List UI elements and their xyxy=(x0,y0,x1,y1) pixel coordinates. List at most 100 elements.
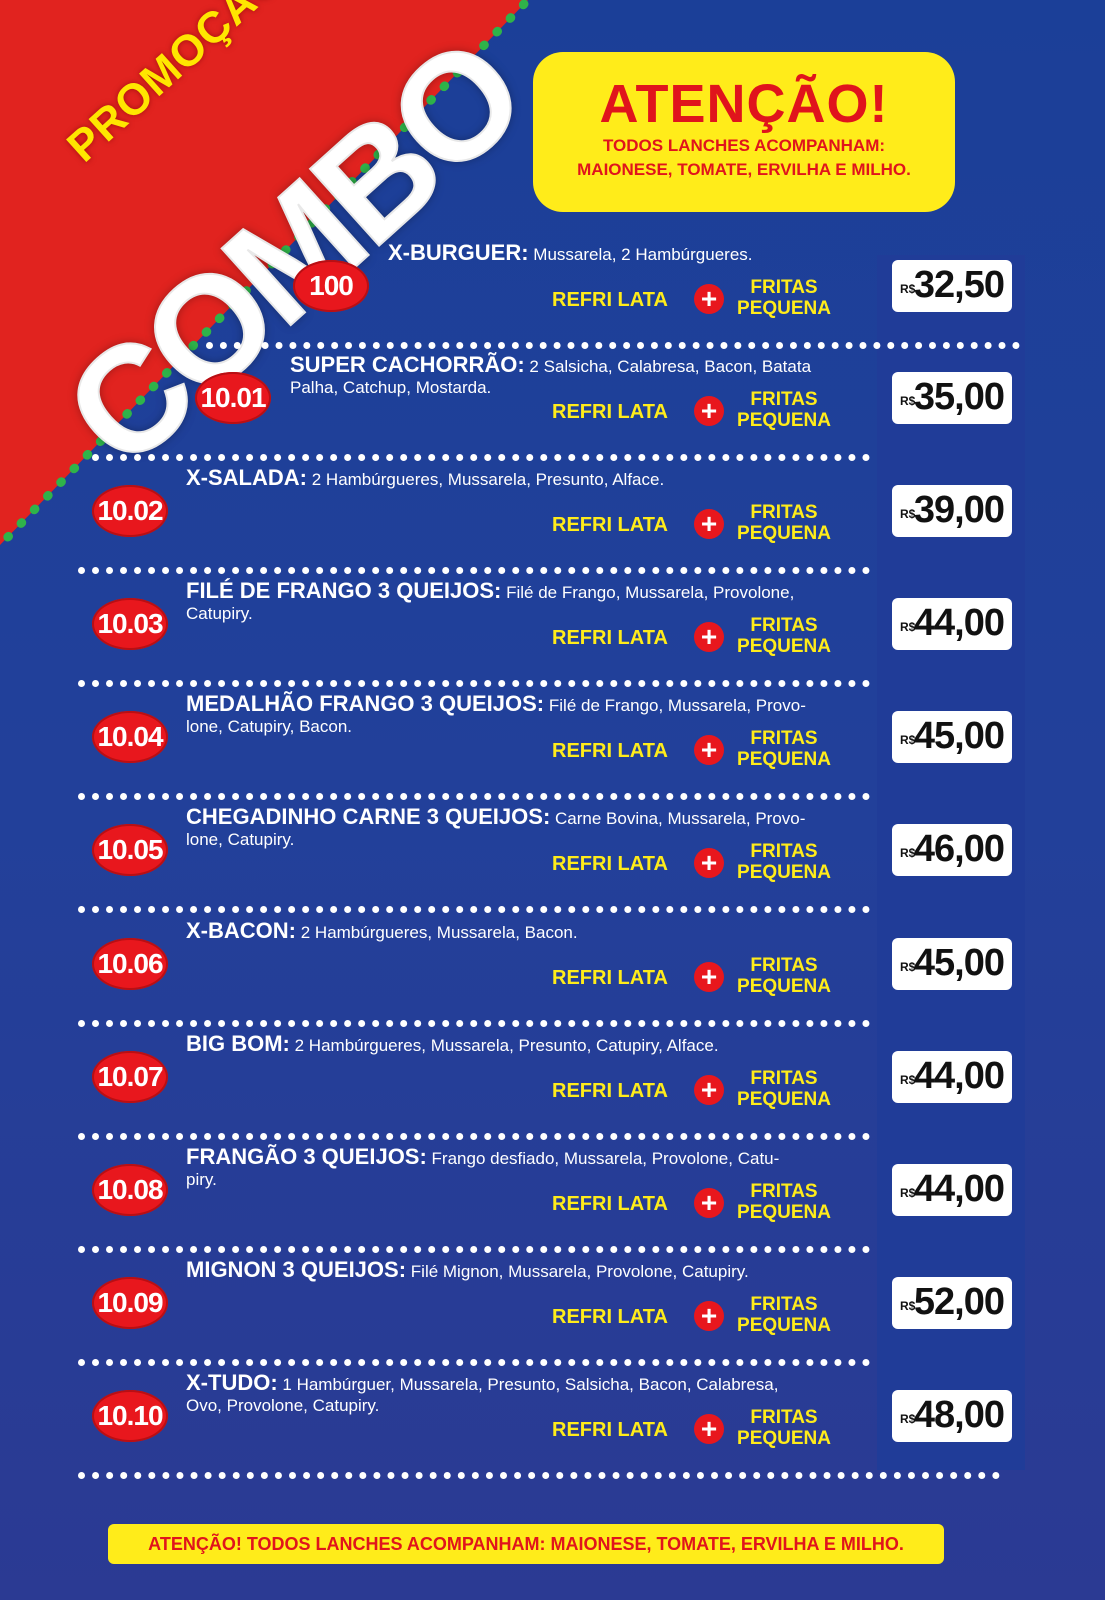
price-tag: R$ 32,50 xyxy=(892,260,1012,312)
item-description: FILÉ DE FRANGO 3 QUEIJOS: Filé de Frango… xyxy=(186,580,870,624)
item-code-badge: 10.05 xyxy=(92,824,168,876)
plus-icon: + xyxy=(694,396,724,426)
refri-lata-label: REFRI LATA xyxy=(552,740,668,762)
plus-icon: + xyxy=(694,735,724,765)
fritas-label: FRITAS xyxy=(750,502,818,523)
pequena-label: PEQUENA xyxy=(737,636,831,657)
price-value: 52,00 xyxy=(913,1281,1005,1323)
pequena-label: PEQUENA xyxy=(737,523,831,544)
refri-lata-label: REFRI LATA xyxy=(552,1193,668,1215)
fritas-label: FRITAS xyxy=(750,615,818,636)
pequena-label: PEQUENA xyxy=(737,1315,831,1336)
item-ingredients-line-1: 2 Hambúrgueres, Mussarela, Presunto, Cat… xyxy=(294,1036,719,1055)
item-description: X-BURGUER: Mussarela, 2 Hambúrgueres. xyxy=(388,242,870,265)
price-value: 44,00 xyxy=(913,1168,1005,1210)
dotted-separator xyxy=(92,454,870,461)
plus-icon: + xyxy=(694,962,724,992)
item-ingredients-line-1: 2 Hambúrgueres, Mussarela, Presunto, Alf… xyxy=(311,470,665,489)
attention-line-1: TODOS LANCHES ACOMPANHAM: xyxy=(602,136,886,155)
item-name: CHEGADINHO CARNE 3 QUEIJOS: xyxy=(186,804,551,829)
item-code-badge: 10.09 xyxy=(92,1277,168,1329)
attention-box: ATENÇÃO! TODOS LANCHES ACOMPANHAM: MAION… xyxy=(533,52,955,212)
currency-symbol: R$ xyxy=(900,1073,916,1087)
dotted-separator xyxy=(78,1472,1000,1479)
footer-notice: ATENÇÃO! TODOS LANCHES ACOMPANHAM: MAION… xyxy=(108,1524,944,1564)
price-tag: R$ 44,00 xyxy=(892,598,1012,650)
item-code-badge: 10.10 xyxy=(92,1390,168,1442)
plus-icon: + xyxy=(694,848,724,878)
dotted-separator xyxy=(78,793,870,800)
attention-line-2: MAIONESE, TOMATE, ERVILHA E MILHO. xyxy=(577,160,911,179)
refri-lata-label: REFRI LATA xyxy=(552,967,668,989)
item-name: FILÉ DE FRANGO 3 QUEIJOS: xyxy=(186,578,502,603)
dotted-separator xyxy=(78,1020,870,1027)
menu-item: 10.08 FRANGÃO 3 QUEIJOS: Frango desfiado,… xyxy=(0,1144,1105,1256)
price-tag: R$ 48,00 xyxy=(892,1390,1012,1442)
dotted-separator xyxy=(78,1359,870,1366)
price-tag: R$ 35,00 xyxy=(892,372,1012,424)
fritas-label: FRITAS xyxy=(750,1068,818,1089)
item-name: BIG BOM: xyxy=(186,1031,290,1056)
fritas-pequena-label: FRITAS PEQUENA xyxy=(736,389,832,431)
item-ingredients-line-1: Frango desfiado, Mussarela, Provolone, C… xyxy=(431,1149,780,1168)
item-code-badge: 10.03 xyxy=(92,598,168,650)
menu-item: 10.02 X-SALADA: 2 Hambúrgueres, Mussarela… xyxy=(0,465,1105,577)
pequena-label: PEQUENA xyxy=(737,410,831,431)
menu-item: 10.10 X-TUDO: 1 Hambúrguer, Mussarela, Pr… xyxy=(0,1370,1105,1482)
price-tag: R$ 46,00 xyxy=(892,824,1012,876)
refri-lata-label: REFRI LATA xyxy=(552,627,668,649)
item-name: X-BACON: xyxy=(186,918,296,943)
menu-item: 10.06 X-BACON: 2 Hambúrgueres, Mussarela,… xyxy=(0,918,1105,1030)
plus-icon: + xyxy=(694,509,724,539)
fritas-pequena-label: FRITAS PEQUENA xyxy=(736,1068,832,1110)
item-description: SUPER CACHORRÃO: 2 Salsicha, Calabresa, … xyxy=(290,354,870,398)
currency-symbol: R$ xyxy=(900,282,916,296)
attention-title: ATENÇÃO! xyxy=(599,74,889,134)
item-name: X-BURGUER: xyxy=(388,240,529,265)
item-code-badge: 10.01 xyxy=(195,372,271,424)
price-value: 39,00 xyxy=(913,489,1005,531)
item-ingredients-line-1: Filé Mignon, Mussarela, Provolone, Catup… xyxy=(410,1262,749,1281)
plus-icon: + xyxy=(694,1075,724,1105)
item-name: X-SALADA: xyxy=(186,465,307,490)
plus-icon: + xyxy=(694,1414,724,1444)
price-tag: R$ 44,00 xyxy=(892,1051,1012,1103)
item-ingredients-line-1: Filé de Frango, Mussarela, Provo- xyxy=(548,696,806,715)
item-ingredients-line-2: lone, Catupiry. xyxy=(186,830,295,849)
item-ingredients-line-1: 2 Salsicha, Calabresa, Bacon, Batata xyxy=(529,357,812,376)
menu-item: 10.05 CHEGADINHO CARNE 3 QUEIJOS: Carne B… xyxy=(0,804,1105,916)
plus-icon: + xyxy=(694,622,724,652)
fritas-pequena-label: FRITAS PEQUENA xyxy=(736,955,832,997)
price-tag: R$ 44,00 xyxy=(892,1164,1012,1216)
currency-symbol: R$ xyxy=(900,846,916,860)
currency-symbol: R$ xyxy=(900,1299,916,1313)
fritas-label: FRITAS xyxy=(750,1294,818,1315)
price-tag: R$ 45,00 xyxy=(892,938,1012,990)
fritas-label: FRITAS xyxy=(750,1181,818,1202)
plus-icon: + xyxy=(694,1301,724,1331)
menu-item: 10.03 FILÉ DE FRANGO 3 QUEIJOS: Filé de F… xyxy=(0,578,1105,690)
item-code-badge: 10.07 xyxy=(92,1051,168,1103)
currency-symbol: R$ xyxy=(900,960,916,974)
refri-lata-label: REFRI LATA xyxy=(552,1080,668,1102)
dotted-separator xyxy=(78,1133,870,1140)
plus-icon: + xyxy=(694,284,724,314)
price-value: 44,00 xyxy=(913,1055,1005,1097)
item-code-badge: 100 xyxy=(293,260,369,312)
item-ingredients-line-1: Mussarela, 2 Hambúrgueres. xyxy=(533,245,753,264)
price-tag: R$ 45,00 xyxy=(892,711,1012,763)
price-value: 35,00 xyxy=(913,376,1005,418)
dotted-separator xyxy=(206,342,1020,349)
item-description: BIG BOM: 2 Hambúrgueres, Mussarela, Pres… xyxy=(186,1033,870,1056)
item-code-badge: 10.06 xyxy=(92,938,168,990)
price-value: 45,00 xyxy=(913,715,1005,757)
item-name: X-TUDO: xyxy=(186,1370,278,1395)
refri-lata-label: REFRI LATA xyxy=(552,853,668,875)
menu-item: 100 X-BURGUER: Mussarela, 2 Hambúrgueres.… xyxy=(0,240,1105,352)
item-name: FRANGÃO 3 QUEIJOS: xyxy=(186,1144,427,1169)
item-description: MEDALHÃO FRANGO 3 QUEIJOS: Filé de Frang… xyxy=(186,693,870,737)
price-value: 46,00 xyxy=(913,828,1005,870)
pequena-label: PEQUENA xyxy=(737,976,831,997)
menu-item: 10.07 BIG BOM: 2 Hambúrgueres, Mussarela,… xyxy=(0,1031,1105,1143)
item-name: MEDALHÃO FRANGO 3 QUEIJOS: xyxy=(186,691,545,716)
